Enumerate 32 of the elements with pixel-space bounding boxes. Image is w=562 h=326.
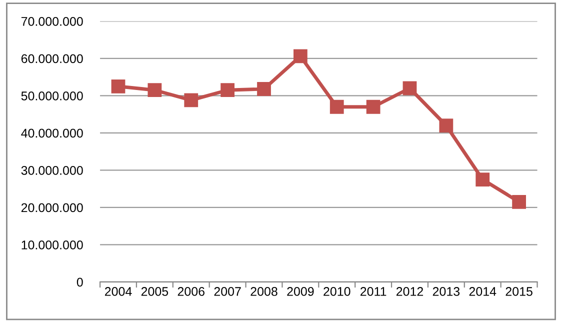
point: [293, 49, 308, 64]
point: [366, 100, 380, 114]
x-tick-label: 2004: [104, 287, 132, 296]
point: [512, 194, 526, 209]
y-tick-label: 0: [76, 278, 83, 287]
x-tick-label: 2008: [250, 287, 278, 296]
y-tick-label: 40.000.000: [21, 128, 83, 138]
y-tick-label: 20.000.000: [21, 203, 83, 212]
y-tick-label: 70.000.000: [21, 16, 83, 26]
x-tick-label: 2015: [506, 287, 532, 296]
point: [148, 83, 162, 98]
x-tick-label: 2013: [432, 287, 460, 296]
y-tick-label: 10.000.000: [22, 240, 83, 250]
point: [257, 82, 271, 96]
point: [220, 83, 235, 98]
x-tick-label: 2010: [324, 287, 350, 296]
x-tick-label: 2007: [214, 287, 241, 296]
point: [476, 172, 490, 186]
point: [402, 81, 417, 96]
point: [330, 100, 344, 114]
point: [184, 93, 198, 108]
point: [111, 79, 126, 94]
x-tick-label: 2014: [469, 287, 496, 296]
point: [439, 118, 454, 132]
x-tick-label: 2011: [360, 287, 386, 296]
x-tick-label: 2012: [396, 287, 424, 296]
y-tick-label: 60.000.000: [21, 54, 83, 64]
y-tick-label: 30.000.000: [21, 166, 83, 175]
x-tick-label: 2005: [141, 287, 168, 296]
x-tick-label: 2006: [178, 287, 204, 296]
x-tick-label: 2009: [287, 287, 314, 296]
y-tick-label: 50.000.000: [21, 92, 83, 100]
